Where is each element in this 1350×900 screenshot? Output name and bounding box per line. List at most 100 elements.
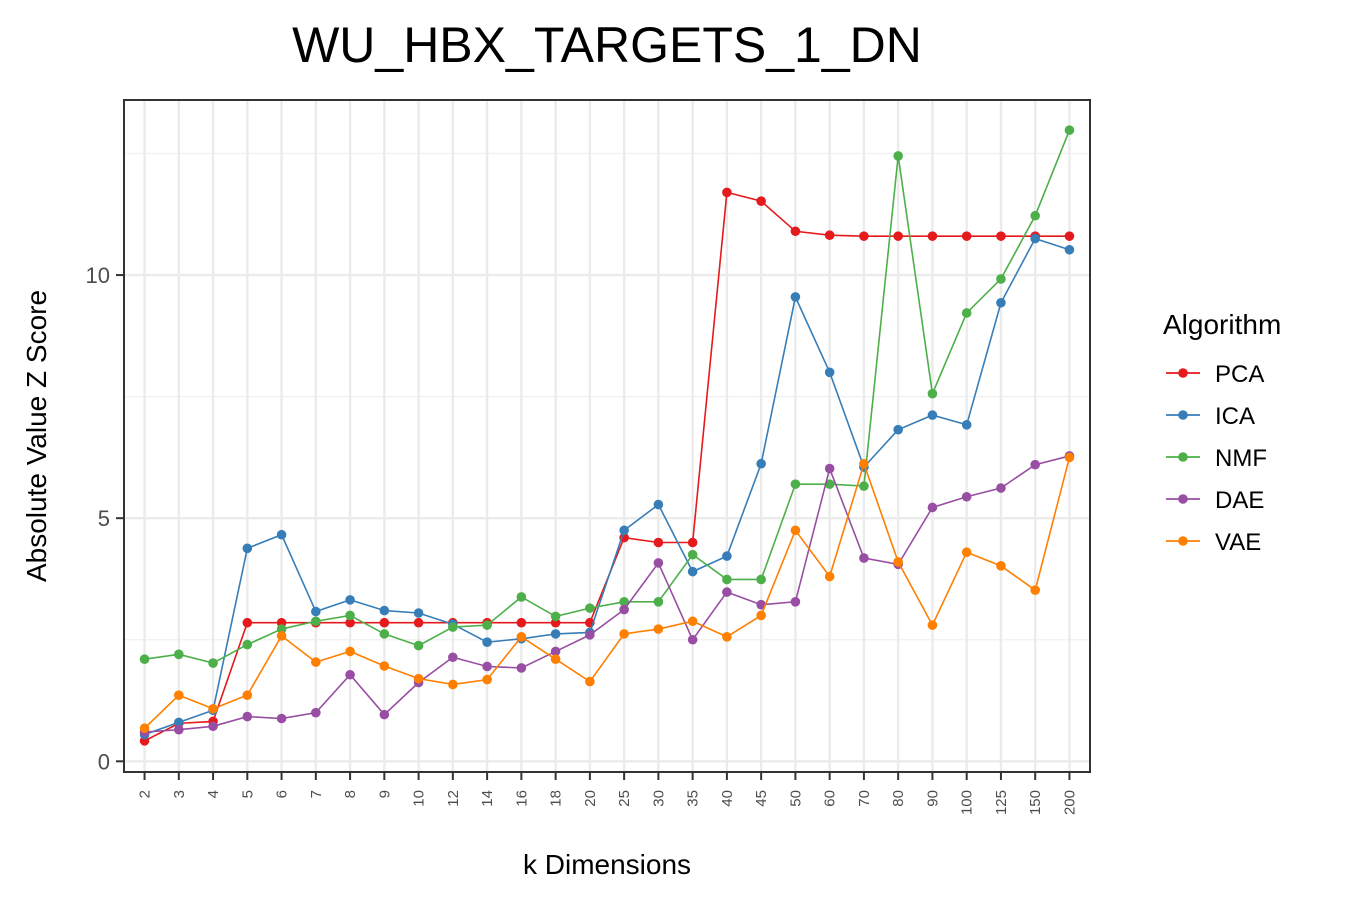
x-tick-label: 6 [274,790,291,798]
data-point-dae [790,597,801,607]
x-tick-label: 3 [171,790,188,798]
x-tick-label: 2 [137,790,154,798]
x-tick-label: 35 [685,790,702,807]
data-point-pca [687,537,698,548]
data-point-ica [311,606,321,617]
data-point-vae [756,610,766,621]
data-point-nmf [722,574,732,585]
data-point-pca [824,230,835,240]
series-layer [139,125,1075,746]
data-point-nmf [961,308,972,318]
data-point-dae [927,502,938,513]
data-point-pca [996,231,1006,241]
data-point-vae [413,673,424,684]
data-point-nmf [585,603,595,613]
x-tick-label: 100 [959,790,976,815]
data-point-dae [208,721,218,732]
data-point-ica [790,292,801,302]
legend-item-dae: DAE [1166,487,1264,514]
x-tick-label: 60 [822,790,839,807]
data-point-vae [1064,452,1075,463]
x-axis: 2 3 4 5 6 7 8 9 10 12 14 16 18 20 25 30 35 40 45 50 60 70 80 90… [137,772,1078,815]
x-tick-label: 12 [445,790,462,807]
legend-label: DAE [1215,487,1264,514]
data-point-nmf [482,620,492,630]
data-point-nmf [208,658,218,668]
legend-key-point [1178,452,1188,462]
data-point-vae [824,571,835,582]
plot-border [123,99,1091,773]
x-tick-label: 25 [616,790,633,807]
data-point-vae [242,690,253,700]
data-point-dae [345,669,355,680]
data-point-nmf [859,481,869,491]
series-dae [139,451,1075,737]
x-tick-label: 70 [856,790,873,807]
data-point-dae [859,553,869,563]
x-tick-label: 18 [548,790,565,807]
legend-label: NMF [1215,445,1267,472]
x-tick-label: 5 [239,790,256,798]
data-point-nmf [550,611,561,622]
data-point-pca [242,617,253,628]
data-point-pca [961,231,972,241]
data-point-ica [1030,233,1040,244]
data-point-vae [961,547,972,558]
data-point-vae [482,674,492,685]
plot-panel [124,100,1090,772]
data-point-nmf [756,574,766,585]
x-tick-label: 80 [890,790,907,807]
series-line-ica [144,237,1070,736]
data-point-pca [927,231,938,241]
y-tick-label: 5 [98,506,110,531]
legend-item-nmf: NMF [1166,445,1267,472]
x-tick-label: 150 [1027,790,1044,815]
series-nmf [139,125,1075,668]
data-point-ica [927,410,938,420]
data-point-ica [482,637,492,647]
legend-label: ICA [1215,403,1255,430]
data-point-nmf [893,151,903,161]
x-tick-label: 50 [787,790,804,807]
data-point-dae [379,709,390,720]
data-point-nmf [516,592,527,602]
legend-key-point [1178,410,1188,420]
data-point-ica [756,458,766,469]
chart-title: WU_HBX_TARGETS_1_DN [292,17,922,73]
data-point-pca [722,187,732,198]
data-point-dae [996,483,1006,493]
x-tick-label: 40 [719,790,736,807]
grid [124,100,1090,772]
data-point-ica [653,499,664,510]
x-tick-label: 4 [205,790,222,798]
x-tick-label: 125 [993,790,1010,815]
data-point-vae [1030,585,1040,595]
data-point-vae [174,690,184,700]
data-point-vae [139,723,150,734]
legend-key-point [1178,494,1188,504]
x-tick-label: 45 [753,790,770,807]
data-point-ica [276,529,287,540]
data-point-pca [1064,231,1075,241]
data-point-dae [311,707,321,718]
y-axis: 0 5 10 [86,263,124,774]
data-point-nmf [653,597,664,607]
legend-item-pca: PCA [1166,361,1264,388]
data-point-pca [653,537,664,548]
data-point-pca [413,617,424,628]
legend-label: VAE [1215,529,1261,556]
data-point-nmf [242,639,253,650]
data-point-ica [687,566,698,577]
data-point-vae [550,654,561,664]
x-tick-label: 9 [376,790,393,798]
data-point-ica [824,367,835,378]
data-point-nmf [174,649,184,660]
legend-key-point [1178,368,1188,378]
data-point-pca [756,196,766,206]
data-point-dae [585,630,595,640]
data-point-nmf [619,597,629,607]
data-point-nmf [927,388,938,399]
series-ica [139,233,1075,740]
data-point-nmf [790,479,801,489]
